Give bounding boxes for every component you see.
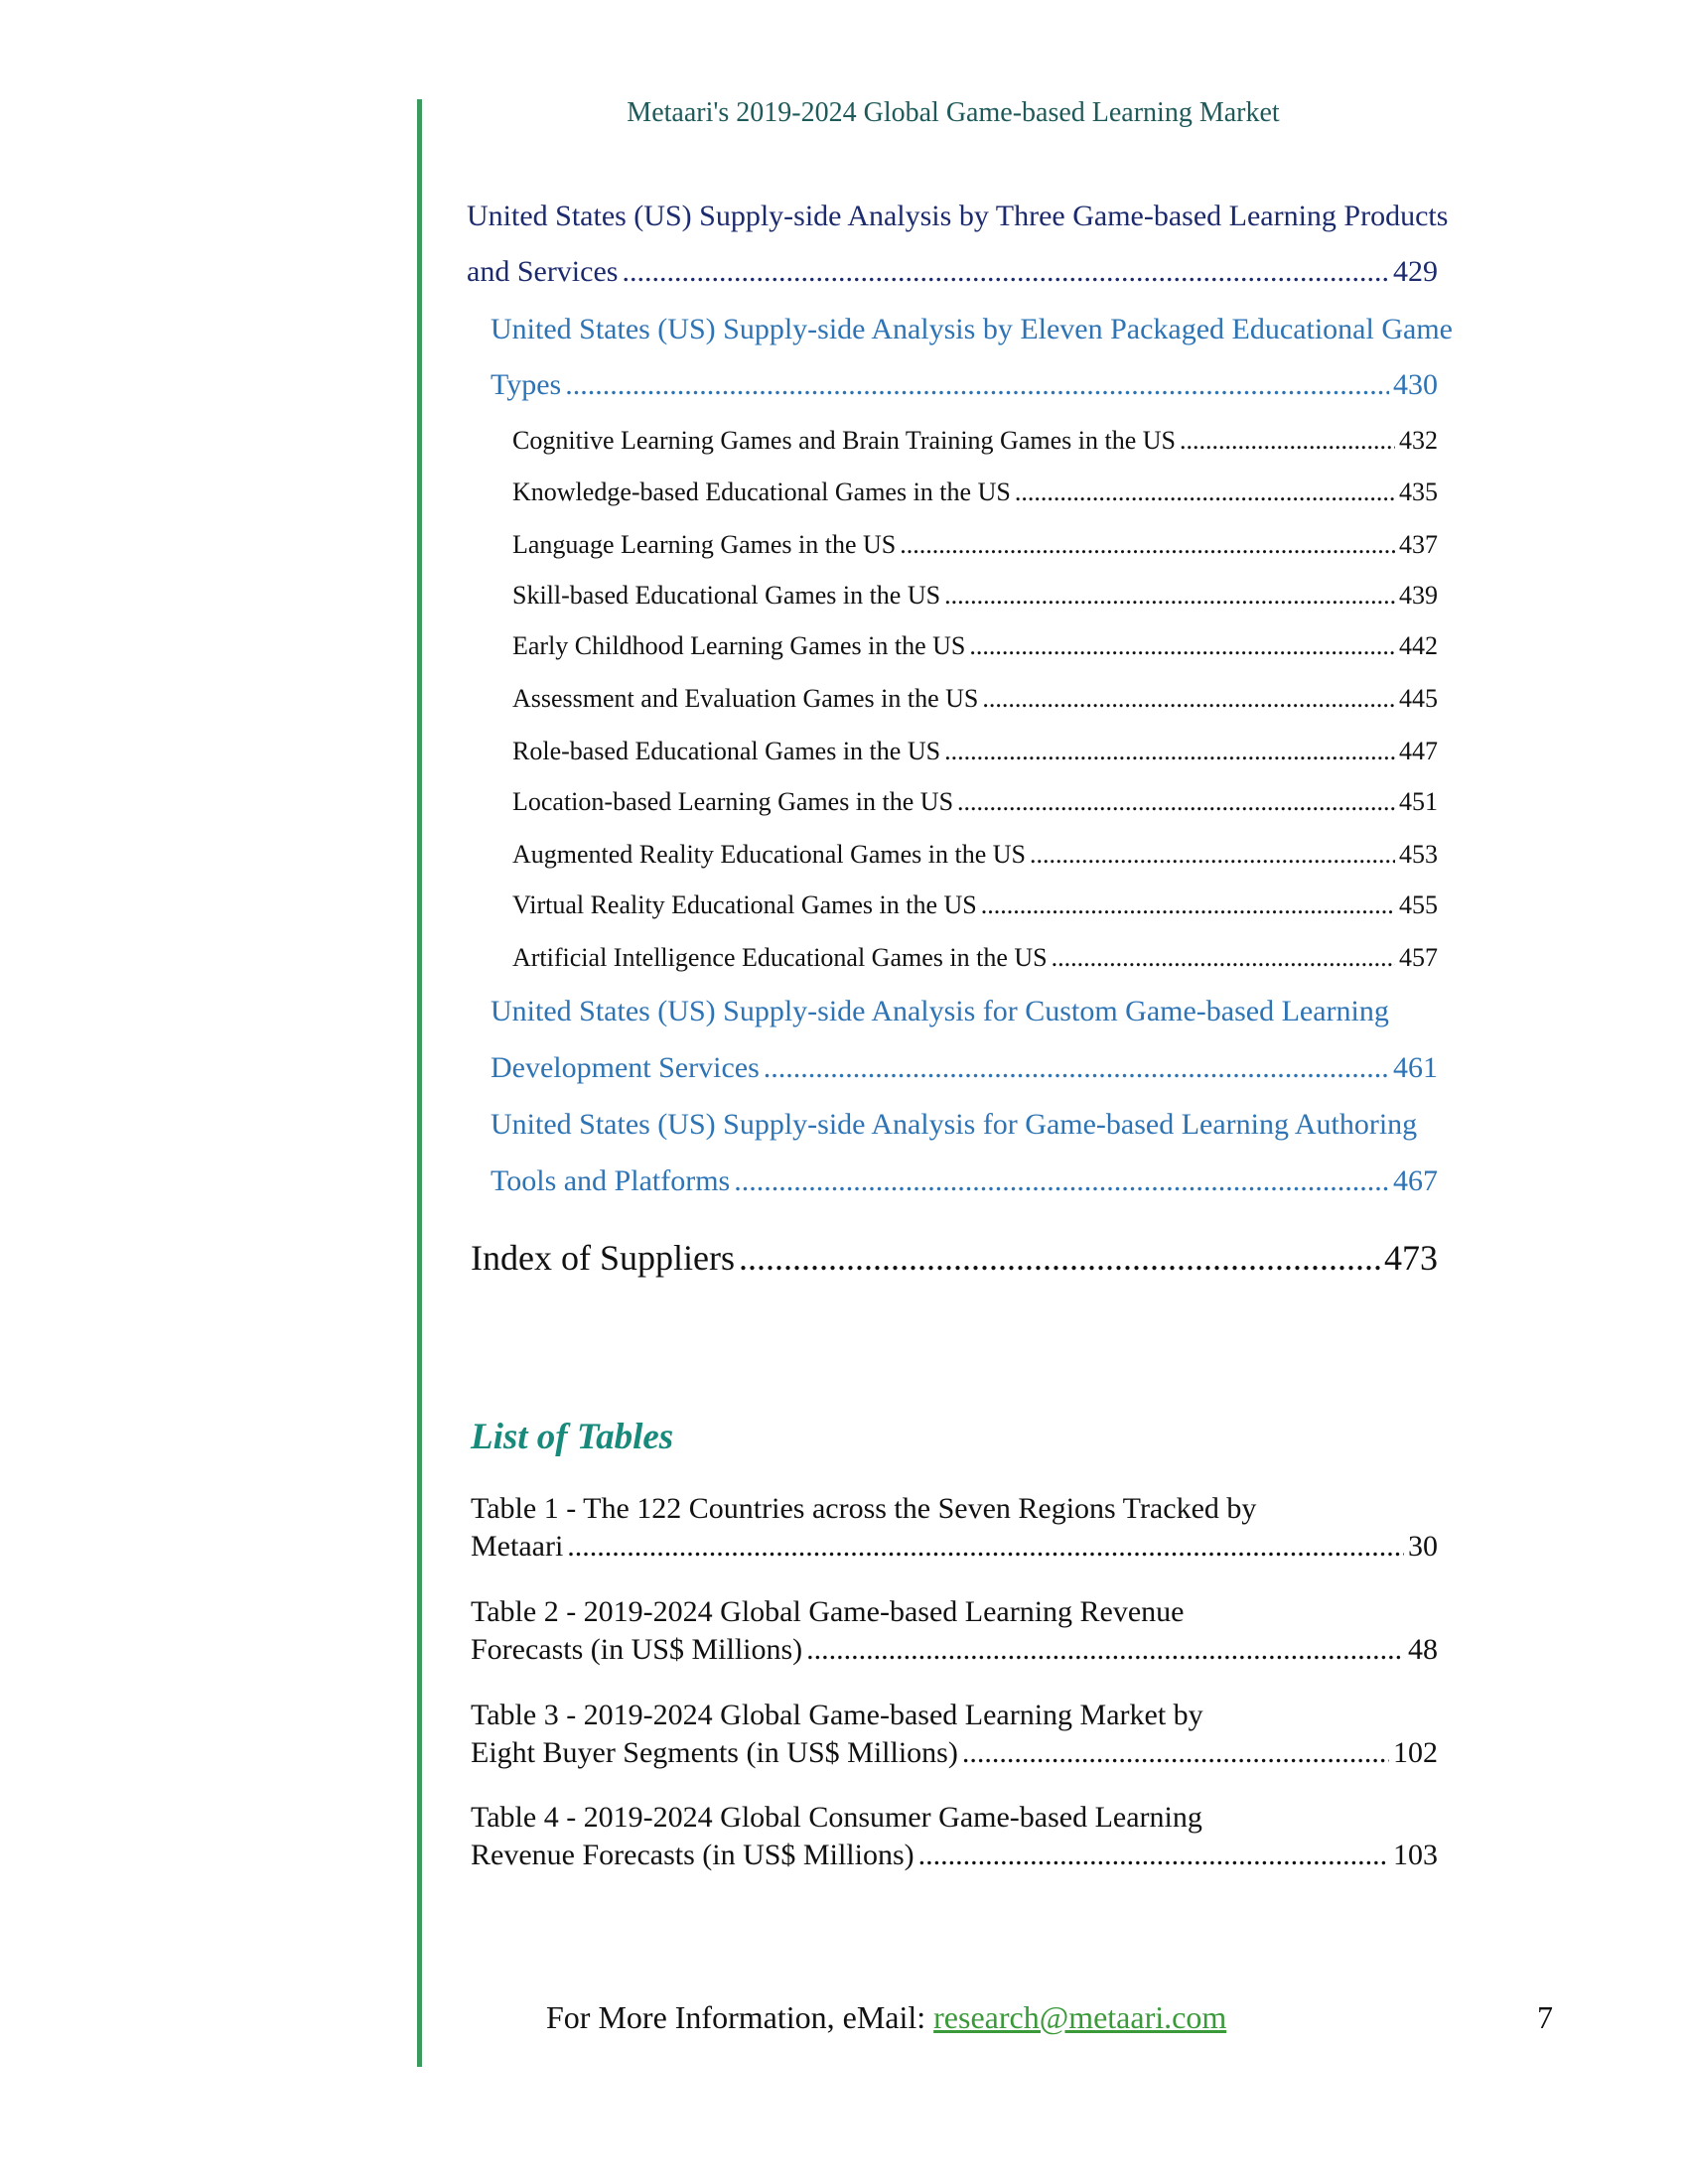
table-page: 103 [1393,1839,1438,1871]
toc-level3-entry[interactable]: Role-based Educational Games in the US 44… [512,732,1438,771]
toc-entry-title: Skill-based Educational Games in the US [512,581,941,610]
toc-page: 439 [1399,581,1438,610]
table-entry[interactable]: Forecasts (in US$ Millions) 48 [471,1630,1438,1670]
toc-entry-title: Augmented Reality Educational Games in t… [512,840,1026,869]
table-entry-title: Eight Buyer Segments (in US$ Millions) [471,1736,958,1769]
toc-entry-title: Virtual Reality Educational Games in the… [512,890,977,919]
toc-entry-title: Role-based Educational Games in the US [512,737,941,765]
toc-page: 453 [1399,840,1438,869]
footer: For More Information, eMail: research@me… [546,1999,1226,2036]
toc-page: 451 [1399,787,1438,816]
table-entry-title: Revenue Forecasts (in US$ Millions) [471,1839,914,1871]
toc-page: 457 [1399,943,1438,972]
dot-leader [981,886,1395,925]
toc-page: 473 [1384,1238,1438,1278]
toc-level3-entry[interactable]: Artificial Intelligence Educational Game… [512,938,1438,978]
table-entry-title: Forecasts (in US$ Millions) [471,1633,803,1666]
toc-level2-line1[interactable]: United States (US) Supply-side Analysis … [491,313,1453,345]
toc-entry-title: Assessment and Evaluation Games in the U… [512,684,979,713]
dot-leader [962,1733,1389,1773]
dot-leader [982,679,1395,719]
margin-rule [417,99,422,2067]
toc-level2-entry[interactable]: Types 430 [491,365,1438,405]
toc-level3-entry[interactable]: Virtual Reality Educational Games in the… [512,886,1438,925]
table-page: 102 [1393,1736,1438,1769]
dot-leader [1180,421,1395,461]
dot-leader [739,1238,1380,1278]
toc-entry-title: Language Learning Games in the US [512,530,897,559]
toc-entry-title: Early Childhood Learning Games in the US [512,631,966,660]
running-header: Metaari's 2019-2024 Global Game-based Le… [627,97,1280,128]
toc-entry-title: Types [491,368,562,401]
toc-level2-line1[interactable]: United States (US) Supply-side Analysis … [491,1108,1418,1141]
toc-level2-entry[interactable]: Tools and Platforms 467 [491,1161,1438,1201]
toc-entry-title: and Services [467,255,619,288]
toc-level1-entry[interactable]: and Services 429 [467,252,1438,292]
toc-entry-title: Tools and Platforms [491,1164,731,1197]
toc-entry-title: Artificial Intelligence Educational Game… [512,943,1048,972]
dot-leader [734,1161,1389,1201]
toc-level3-entry[interactable]: Augmented Reality Educational Games in t… [512,835,1438,875]
dot-leader [944,576,1395,615]
dot-leader [565,365,1389,405]
toc-page: 442 [1399,631,1438,660]
toc-page: 435 [1399,478,1438,506]
toc-page: 432 [1399,426,1438,455]
dot-leader [1030,835,1395,875]
toc-index-entry[interactable]: Index of Suppliers 473 [471,1238,1438,1278]
email-link[interactable]: research@metaari.com [933,1999,1227,2035]
table-entry[interactable]: Metaari 30 [471,1527,1438,1567]
dot-leader [957,782,1395,822]
dot-leader [969,626,1395,666]
table-entry-title: Metaari [471,1530,564,1563]
dot-leader [764,1048,1389,1088]
table-entry-line1[interactable]: Table 1 - The 122 Countries across the S… [471,1492,1257,1525]
table-entry-line1[interactable]: Table 4 - 2019-2024 Global Consumer Game… [471,1801,1202,1834]
table-page: 48 [1408,1633,1438,1666]
dot-leader [1052,938,1395,978]
toc-level1-line1[interactable]: United States (US) Supply-side Analysis … [467,200,1449,232]
dot-leader [567,1527,1404,1567]
toc-page: 447 [1399,737,1438,765]
toc-level3-entry[interactable]: Cognitive Learning Games and Brain Train… [512,421,1438,461]
table-entry-line1[interactable]: Table 3 - 2019-2024 Global Game-based Le… [471,1699,1203,1731]
toc-level3-entry[interactable]: Assessment and Evaluation Games in the U… [512,679,1438,719]
page-number: 7 [1537,1999,1553,2035]
list-of-tables-heading: List of Tables [471,1417,674,1457]
toc-page: 455 [1399,890,1438,919]
toc-entry-title: Location-based Learning Games in the US [512,787,954,816]
dot-leader [622,252,1389,292]
table-entry[interactable]: Revenue Forecasts (in US$ Millions) 103 [471,1836,1438,1875]
dot-leader [918,1836,1389,1875]
toc-level3-entry[interactable]: Location-based Learning Games in the US 4… [512,782,1438,822]
toc-page: 461 [1393,1051,1438,1084]
toc-entry-title: Knowledge-based Educational Games in the… [512,478,1011,506]
dot-leader [900,525,1395,565]
toc-page: 429 [1393,255,1438,288]
toc-level3-entry[interactable]: Language Learning Games in the US 437 [512,525,1438,565]
toc-entry-title: Cognitive Learning Games and Brain Train… [512,426,1176,455]
toc-page: 430 [1393,368,1438,401]
toc-page: 445 [1399,684,1438,713]
toc-entry-title: Index of Suppliers [471,1238,735,1278]
table-entry[interactable]: Eight Buyer Segments (in US$ Millions) 10… [471,1733,1438,1773]
toc-entry-title: Development Services [491,1051,760,1084]
toc-page: 437 [1399,530,1438,559]
toc-level3-entry[interactable]: Early Childhood Learning Games in the US… [512,626,1438,666]
dot-leader [806,1630,1404,1670]
toc-page: 467 [1393,1164,1438,1197]
dot-leader [944,732,1395,771]
table-page: 30 [1408,1530,1438,1563]
toc-level2-line1[interactable]: United States (US) Supply-side Analysis … [491,995,1389,1027]
table-entry-line1[interactable]: Table 2 - 2019-2024 Global Game-based Le… [471,1595,1185,1628]
footer-text: For More Information, eMail: [546,1999,934,2035]
toc-level3-entry[interactable]: Knowledge-based Educational Games in the… [512,473,1438,512]
dot-leader [1015,473,1395,512]
toc-level2-entry[interactable]: Development Services 461 [491,1048,1438,1088]
toc-level3-entry[interactable]: Skill-based Educational Games in the US 4… [512,576,1438,615]
